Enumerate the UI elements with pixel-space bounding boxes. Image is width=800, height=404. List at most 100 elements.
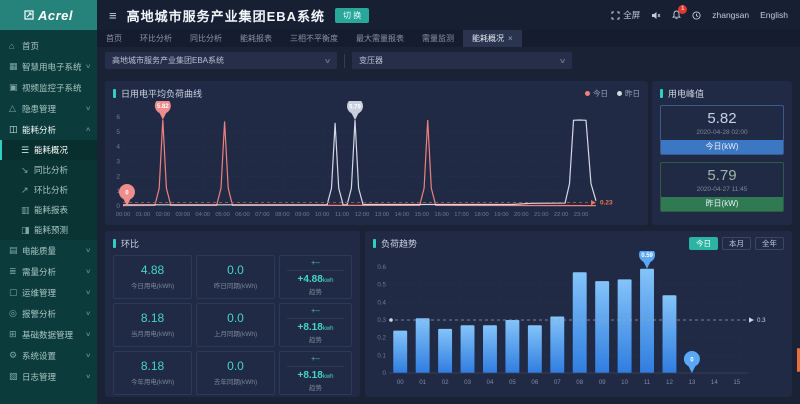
sidebar-item-hazard-management[interactable]: △ 隐患管理 ∨ bbox=[0, 98, 97, 119]
peak-cards: 5.82 2020-04-28 02:00 今日(kW) 5.79 2020-0… bbox=[652, 101, 792, 212]
svg-text:0.4: 0.4 bbox=[377, 299, 386, 306]
tab-3[interactable]: 能耗报表 bbox=[240, 34, 272, 43]
sidebar-item-label: 能耗分析 bbox=[22, 124, 57, 135]
tab-4[interactable]: 三相不平衡度 bbox=[290, 34, 338, 43]
clock-icon bbox=[692, 10, 701, 20]
sidebar-item-label: 隐患管理 bbox=[22, 103, 57, 114]
chevron-down-icon: ∨ bbox=[323, 57, 332, 65]
language-switch[interactable]: English bbox=[760, 10, 788, 20]
bar-chart-title: 负荷趋势 bbox=[381, 239, 418, 249]
username[interactable]: zhangsan bbox=[712, 10, 750, 20]
svg-text:04:00: 04:00 bbox=[195, 212, 210, 218]
tab-2[interactable]: 同比分析 bbox=[190, 34, 222, 43]
svg-text:02: 02 bbox=[442, 379, 449, 386]
device-select[interactable]: 变压器 ∨ bbox=[352, 52, 572, 69]
acrel-logo: Acrel bbox=[0, 0, 97, 30]
legend-dot bbox=[585, 91, 590, 96]
period-button-全年[interactable]: 全年 bbox=[755, 237, 784, 250]
mute-button[interactable] bbox=[651, 11, 661, 20]
energy-analysis-icon: ◫ bbox=[9, 124, 18, 134]
tab-5[interactable]: 最大需量报表 bbox=[356, 34, 404, 43]
org-select[interactable]: 高地城市服务产业集团EBA系统 ∨ bbox=[105, 52, 337, 69]
svg-text:0.5: 0.5 bbox=[377, 282, 386, 289]
scrollbar-thumb[interactable] bbox=[797, 348, 800, 372]
svg-text:10: 10 bbox=[621, 379, 628, 386]
yesterday-peak-time: 2020-04-27 11:45 bbox=[696, 186, 748, 193]
svg-text:0: 0 bbox=[690, 357, 694, 363]
bar-11 bbox=[640, 268, 654, 373]
svg-text:6: 6 bbox=[116, 114, 120, 121]
period-button-本月[interactable]: 本月 bbox=[722, 237, 751, 250]
sidebar-item-mom-analysis[interactable]: ↗ 环比分析 bbox=[0, 180, 97, 200]
history-button[interactable] bbox=[692, 10, 701, 20]
sidebar-item-home[interactable]: ⌂ 首页 bbox=[0, 35, 97, 56]
fullscreen-button[interactable]: 全屏 bbox=[611, 9, 640, 21]
legend-item[interactable]: 今日 bbox=[585, 88, 608, 99]
peak-card-today: 5.82 2020-04-28 02:00 今日(kW) bbox=[660, 105, 784, 155]
sidebar-item-ops-management[interactable]: ▢ 运维管理 ∨ bbox=[0, 282, 97, 303]
sidebar-item-system-settings[interactable]: ⚙ 系统设置 ∨ bbox=[0, 345, 97, 366]
sidebar-item-alarm-analysis[interactable]: ◎ 报警分析 ∨ bbox=[0, 303, 97, 324]
svg-text:12:00: 12:00 bbox=[355, 212, 370, 218]
sidebar-item-yoy-analysis[interactable]: ↘ 同比分析 bbox=[0, 160, 97, 180]
svg-text:05:00: 05:00 bbox=[215, 212, 230, 218]
svg-text:13: 13 bbox=[688, 379, 695, 386]
chevron-up-icon: ∧ bbox=[84, 127, 91, 133]
title-accent bbox=[113, 239, 116, 248]
logo-text: Acrel bbox=[37, 7, 74, 23]
notifications-button[interactable]: 1 bbox=[672, 5, 688, 20]
bar-00 bbox=[393, 330, 408, 373]
chevron-down-icon: ∨ bbox=[84, 290, 91, 296]
menu-collapse-icon[interactable]: ≡ bbox=[109, 7, 117, 23]
svg-text:23:00: 23:00 bbox=[574, 212, 589, 218]
tab-bar: 首页 环比分析 同比分析 能耗报表 三相不平衡度 最大需量报表 需量监测 能耗概况 × bbox=[97, 30, 800, 47]
sidebar-item-label: 运维管理 bbox=[22, 287, 57, 298]
sidebar-item-energy-overview[interactable]: ☰ 能耗概况 bbox=[0, 140, 97, 160]
yesterday-peak-label[interactable]: 昨日(kW) bbox=[661, 197, 783, 211]
svg-text:0.23: 0.23 bbox=[600, 200, 613, 207]
log-management-icon: ▧ bbox=[9, 371, 18, 381]
svg-text:04: 04 bbox=[487, 379, 494, 386]
bar-05 bbox=[505, 320, 520, 373]
fullscreen-icon bbox=[611, 11, 620, 19]
sidebar-item-smart-power-subsystem[interactable]: ▦ 智慧用电子系统 ∨ bbox=[0, 56, 97, 77]
legend-item[interactable]: 昨日 bbox=[617, 88, 640, 99]
sidebar-item-log-management[interactable]: ▧ 日志管理 ∨ bbox=[0, 366, 97, 387]
sidebar-item-label: 能耗报表 bbox=[34, 205, 69, 215]
today-peak-label[interactable]: 今日(kW) bbox=[661, 140, 783, 154]
svg-text:3: 3 bbox=[116, 159, 120, 166]
series-今日 bbox=[122, 119, 597, 207]
tab-1[interactable]: 环比分析 bbox=[140, 34, 172, 43]
notification-badge: 1 bbox=[678, 5, 688, 14]
close-icon[interactable]: × bbox=[508, 34, 513, 43]
sidebar-item-video-subsystem[interactable]: ▣ 视频监控子系统 bbox=[0, 77, 97, 98]
svg-text:05: 05 bbox=[509, 379, 516, 386]
trend-card-2: +-- +8.18kwh 趋势 bbox=[279, 351, 352, 395]
speaker-mute-icon bbox=[652, 11, 661, 19]
tab-6[interactable]: 需量监测 bbox=[422, 34, 454, 43]
svg-text:11:00: 11:00 bbox=[335, 212, 349, 218]
sidebar-item-power-quality[interactable]: ▤ 电能质量 ∨ bbox=[0, 240, 97, 261]
ops-management-icon: ▢ bbox=[9, 287, 18, 297]
sidebar-item-energy-analysis[interactable]: ◫ 能耗分析 ∧ bbox=[0, 119, 97, 140]
period-button-今日[interactable]: 今日 bbox=[689, 237, 718, 250]
switch-button[interactable]: 切 换 bbox=[335, 7, 370, 23]
svg-text:4: 4 bbox=[116, 144, 120, 151]
svg-text:0: 0 bbox=[383, 370, 387, 377]
smart-power-subsystem-icon: ▦ bbox=[9, 61, 18, 71]
sidebar-menu: ⌂ 首页 ▦ 智慧用电子系统 ∨ ▣ 视频监控子系统 △ 隐患管理 ∨ ◫ 能耗分析 ∧ ☰ 能耗概况 ↘ 同比… bbox=[0, 30, 97, 404]
dashboard-content: 日用电平均负荷曲线 今日 昨日 0 1 2 3 4 5 6 00:00 01:00 02:00 03:… bbox=[97, 74, 800, 404]
svg-text:07: 07 bbox=[554, 379, 561, 386]
page-title: 高地城市服务产业集团EBA系统 bbox=[126, 8, 326, 24]
chevron-down-icon: ∨ bbox=[84, 374, 91, 380]
tab-0[interactable]: 首页 bbox=[106, 34, 122, 43]
title-accent bbox=[113, 89, 116, 98]
svg-text:00: 00 bbox=[397, 379, 404, 386]
sidebar-item-energy-forecast[interactable]: ◨ 能耗预测 bbox=[0, 220, 97, 240]
sidebar-item-basic-data-management[interactable]: ⊞ 基础数据管理 ∨ bbox=[0, 324, 97, 345]
sidebar-item-energy-report[interactable]: ▥ 能耗报表 bbox=[0, 200, 97, 220]
sidebar-item-demand-analysis[interactable]: ≣ 需量分析 ∨ bbox=[0, 261, 97, 282]
tab-active[interactable]: 能耗概况 × bbox=[463, 30, 522, 47]
